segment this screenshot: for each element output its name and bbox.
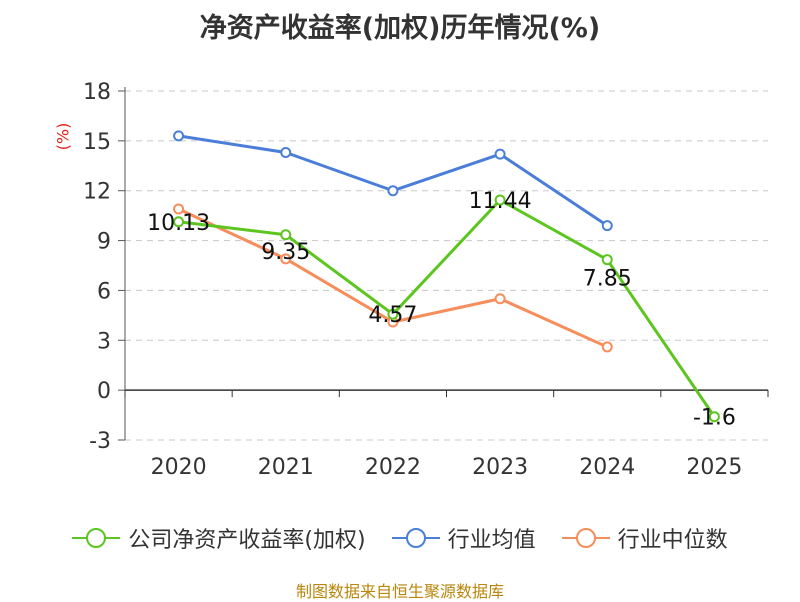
data-label-2020: 10.13 bbox=[147, 211, 210, 236]
data-label-2024: 7.85 bbox=[583, 267, 632, 292]
series-0-point-2024[interactable] bbox=[601, 254, 613, 266]
y-tick-label-3: 3 bbox=[97, 329, 111, 354]
data-label-2022: 4.57 bbox=[368, 303, 417, 328]
series-0-point-2021[interactable] bbox=[280, 229, 292, 241]
legend: 公司净资产收益率(加权) 行业均值 行业中位数 bbox=[0, 518, 800, 558]
series-0-point-2025[interactable] bbox=[708, 411, 720, 423]
series-0-point-2022[interactable] bbox=[387, 308, 399, 320]
legend-label-industry-average: 行业均值 bbox=[447, 528, 536, 553]
x-tick-label-2025: 2025 bbox=[686, 455, 742, 480]
series-2-point-2021[interactable] bbox=[280, 253, 292, 265]
y-tick-label-6: 6 bbox=[97, 279, 111, 304]
x-tick-label-2023: 2023 bbox=[472, 455, 528, 480]
x-tick-label-2020: 2020 bbox=[151, 455, 207, 480]
series-line-0 bbox=[178, 198, 716, 418]
series-1-point-2020[interactable] bbox=[173, 130, 185, 142]
series-1-point-2024[interactable] bbox=[601, 220, 613, 232]
y-tick-label-18: 18 bbox=[83, 80, 111, 105]
legend-item-industry-median[interactable]: 行业中位数 bbox=[561, 522, 728, 554]
y-tick-label-0: 0 bbox=[97, 379, 111, 404]
y-tick-label--3: -3 bbox=[89, 429, 111, 454]
x-tick-label-2022: 2022 bbox=[365, 455, 421, 480]
y-tick-label-9: 9 bbox=[97, 230, 111, 255]
legend-marker-company bbox=[72, 528, 121, 548]
legend-item-company[interactable]: 公司净资产收益率(加权) bbox=[72, 522, 366, 554]
series-0-point-2023[interactable] bbox=[494, 194, 506, 206]
legend-marker-industry-average bbox=[391, 528, 440, 548]
series-0-point-2020[interactable] bbox=[173, 216, 185, 228]
legend-label-company: 公司净资产收益率(加权) bbox=[128, 528, 366, 553]
data-label-2025: -1.6 bbox=[693, 406, 736, 431]
data-label-2021: 9.35 bbox=[261, 240, 310, 265]
series-line-1 bbox=[178, 134, 609, 227]
data-source-footer: 制图数据来自恒生聚源数据库 bbox=[295, 582, 504, 601]
y-tick-label-15: 15 bbox=[83, 130, 111, 155]
series-2-point-2024[interactable] bbox=[601, 341, 613, 353]
series-1-point-2022[interactable] bbox=[387, 185, 399, 197]
chart-title: 净资产收益率(加权)历年情况(%) bbox=[199, 13, 601, 44]
legend-label-industry-median: 行业中位数 bbox=[617, 528, 728, 553]
x-tick-label-2024: 2024 bbox=[579, 455, 635, 480]
legend-item-industry-average[interactable]: 行业均值 bbox=[391, 522, 536, 554]
legend-marker-industry-median bbox=[561, 528, 610, 548]
y-tick-label-12: 12 bbox=[83, 180, 111, 205]
x-tick-label-2021: 2021 bbox=[258, 455, 314, 480]
data-label-2023: 11.44 bbox=[469, 189, 532, 214]
series-1-point-2023[interactable] bbox=[494, 148, 506, 160]
series-2-point-2023[interactable] bbox=[494, 293, 506, 305]
series-1-point-2021[interactable] bbox=[280, 146, 292, 158]
series-2-point-2020[interactable] bbox=[173, 203, 185, 215]
